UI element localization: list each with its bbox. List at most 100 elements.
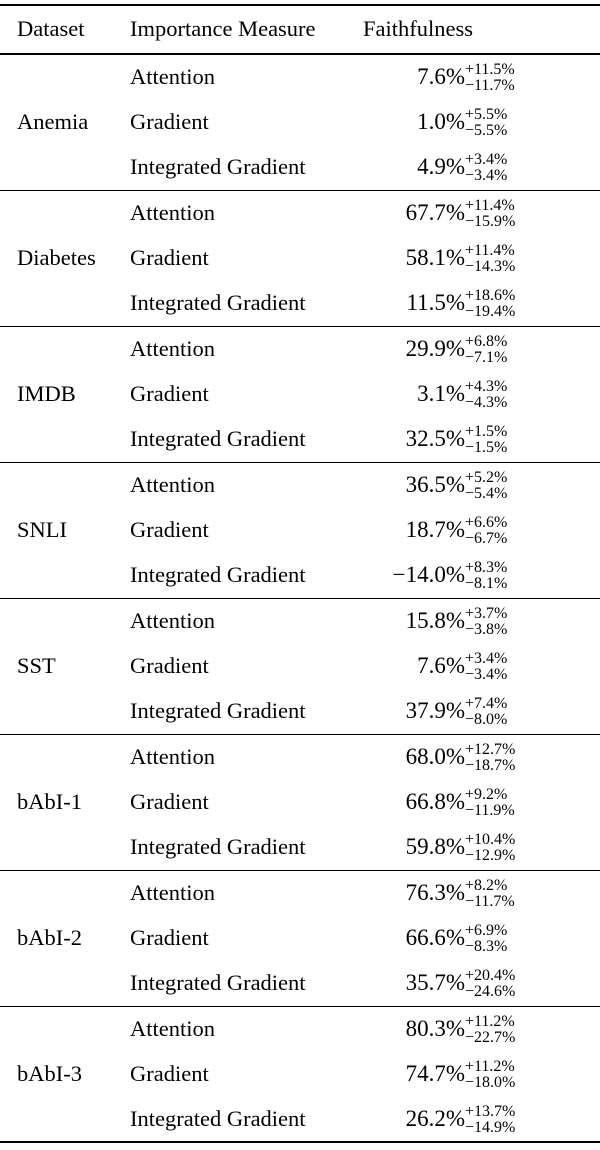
measure-label: Attention — [130, 1015, 215, 1041]
table-row: Gradient 1.0% +5.5% −5.5% — [130, 100, 600, 145]
measure-label: Integrated Gradient — [130, 970, 306, 995]
faithfulness-lower-bound: −8.0% — [465, 711, 508, 728]
faithfulness-upper-bound: +11.4% — [465, 197, 515, 214]
table-row: Integrated Gradient 35.7% +20.4% −24.6% — [130, 961, 600, 1006]
measure-label: Integrated Gradient — [130, 698, 306, 723]
faithfulness-main-value: 66.6% — [405, 925, 465, 950]
measure-label: Gradient — [130, 381, 209, 406]
faithfulness-value: 74.7% +11.2% −18.0% — [363, 1057, 516, 1090]
table-row: Integrated Gradient 59.8% +10.4% −12.9% — [130, 825, 600, 870]
faithfulness-value: 4.9% +3.4% −3.4% — [363, 151, 507, 184]
measure-label: Attention — [130, 472, 215, 497]
dataset-section-babi-3: bAbI-3 Attention 80.3% +11.2% −22.7% Gra… — [0, 1007, 600, 1142]
table-row: Attention 80.3% +11.2% −22.7% — [130, 1007, 600, 1052]
faithfulness-upper-bound: +11.5% — [465, 61, 515, 78]
faithfulness-lower-bound: −11.9% — [465, 802, 515, 819]
faithfulness-upper-bound: +12.7% — [465, 741, 516, 758]
faithfulness-upper-bound: +7.4% — [465, 695, 508, 712]
faithfulness-value: 68.0% +12.7% −18.7% — [363, 741, 516, 774]
dataset-label: bAbI-1 — [17, 789, 82, 814]
table-bottom-rule — [0, 1141, 600, 1143]
faithfulness-main-value: 68.0% — [405, 744, 465, 769]
faithfulness-main-value: 29.9% — [405, 336, 465, 361]
table-row: Gradient 66.6% +6.9% −8.3% — [130, 916, 600, 961]
faithfulness-lower-bound: −11.7% — [465, 893, 515, 910]
table-row: Gradient 58.1% +11.4% −14.3% — [130, 236, 600, 281]
faithfulness-main-value: 7.6% — [417, 64, 465, 89]
measure-label: Integrated Gradient — [130, 834, 306, 859]
faithfulness-lower-bound: −3.4% — [465, 666, 508, 683]
table-row: Attention 29.9% +6.8% −7.1% — [130, 327, 600, 372]
header-dataset-label: Dataset — [17, 16, 85, 42]
faithfulness-upper-bound: +11.2% — [465, 1057, 515, 1075]
faithfulness-value: 3.1% +4.3% −4.3% — [363, 378, 508, 411]
faithfulness-main-value: 80.3% — [405, 1015, 465, 1041]
faithfulness-upper-bound: +13.7% — [465, 1102, 516, 1120]
faithfulness-main-value: 7.6% — [417, 653, 465, 678]
header-faithfulness-label: Faithfulness — [363, 16, 473, 42]
dataset-label: SNLI — [17, 517, 67, 542]
faithfulness-lower-bound: −3.8% — [465, 621, 508, 638]
faithfulness-main-value: −14.0% — [392, 562, 465, 587]
faithfulness-main-value: 35.7% — [405, 970, 465, 995]
measure-label: Attention — [130, 880, 215, 905]
faithfulness-upper-bound: +18.6% — [465, 287, 516, 304]
faithfulness-upper-bound: +9.2% — [465, 786, 508, 803]
faithfulness-main-value: 4.9% — [417, 154, 465, 179]
measure-label: Attention — [130, 200, 215, 225]
faithfulness-value: 36.5% +5.2% −5.4% — [363, 469, 508, 502]
faithfulness-main-value: 11.5% — [406, 290, 465, 315]
faithfulness-main-value: 18.7% — [405, 517, 465, 542]
faithfulness-value: 18.7% +6.6% −6.7% — [363, 514, 508, 547]
faithfulness-upper-bound: +8.3% — [465, 559, 508, 576]
dataset-label: Diabetes — [17, 245, 96, 270]
table-header-row: Dataset Importance Measure Faithfulness — [0, 6, 600, 55]
faithfulness-value: 15.8% +3.7% −3.8% — [363, 605, 508, 638]
measure-label: Attention — [130, 608, 215, 633]
faithfulness-main-value: 74.7% — [405, 1060, 465, 1086]
faithfulness-lower-bound: −12.9% — [465, 847, 516, 864]
measure-label: Attention — [130, 744, 215, 769]
faithfulness-lower-bound: −19.4% — [465, 303, 516, 320]
table-row: Integrated Gradient 32.5% +1.5% −1.5% — [130, 417, 600, 462]
faithfulness-value: 11.5% +18.6% −19.4% — [363, 287, 516, 320]
measure-label: Attention — [130, 336, 215, 361]
dataset-section-snli: SNLI Attention 36.5% +5.2% −5.4% Gradien… — [0, 463, 600, 599]
faithfulness-lower-bound: −8.1% — [465, 575, 508, 592]
table-row: Integrated Gradient 11.5% +18.6% −19.4% — [130, 281, 600, 326]
measure-label: Integrated Gradient — [130, 154, 306, 179]
faithfulness-value: 7.6% +11.5% −11.7% — [363, 61, 515, 94]
faithfulness-upper-bound: +1.5% — [465, 423, 508, 440]
faithfulness-main-value: 15.8% — [405, 608, 465, 633]
faithfulness-upper-bound: +11.2% — [465, 1012, 515, 1030]
table-row: Gradient 66.8% +9.2% −11.9% — [130, 780, 600, 825]
faithfulness-upper-bound: +3.4% — [465, 650, 508, 667]
faithfulness-lower-bound: −11.7% — [465, 77, 515, 94]
measure-label: Gradient — [130, 109, 209, 134]
faithfulness-lower-bound: −14.3% — [465, 258, 516, 275]
measure-label: Gradient — [130, 925, 209, 950]
table-row: Integrated Gradient −14.0% +8.3% −8.1% — [130, 553, 600, 598]
dataset-section-diabetes: Diabetes Attention 67.7% +11.4% −15.9% G… — [0, 191, 600, 327]
dataset-label: bAbI-2 — [17, 925, 82, 950]
faithfulness-value: 32.5% +1.5% −1.5% — [363, 423, 508, 456]
table-row: Attention 15.8% +3.7% −3.8% — [130, 599, 600, 644]
table-row: Integrated Gradient 26.2% +13.7% −14.9% — [130, 1096, 600, 1141]
faithfulness-upper-bound: +5.2% — [465, 469, 508, 486]
faithfulness-value: 7.6% +3.4% −3.4% — [363, 650, 508, 683]
measure-label: Integrated Gradient — [130, 562, 306, 587]
faithfulness-lower-bound: −7.1% — [465, 349, 508, 366]
measure-label: Integrated Gradient — [130, 1105, 306, 1131]
faithfulness-value: 37.9% +7.4% −8.0% — [363, 695, 508, 728]
faithfulness-value: 58.1% +11.4% −14.3% — [363, 242, 516, 275]
faithfulness-main-value: 32.5% — [405, 426, 465, 451]
faithfulness-lower-bound: −24.6% — [465, 983, 516, 1000]
table-row: Attention 7.6% +11.5% −11.7% — [130, 55, 600, 100]
dataset-section-babi-2: bAbI-2 Attention 76.3% +8.2% −11.7% Grad… — [0, 871, 600, 1007]
faithfulness-upper-bound: +4.3% — [465, 378, 508, 395]
faithfulness-upper-bound: +8.2% — [465, 877, 508, 894]
table-row: Integrated Gradient 37.9% +7.4% −8.0% — [130, 689, 600, 734]
faithfulness-lower-bound: −4.3% — [465, 394, 508, 411]
dataset-section-babi-1: bAbI-1 Attention 68.0% +12.7% −18.7% Gra… — [0, 735, 600, 871]
